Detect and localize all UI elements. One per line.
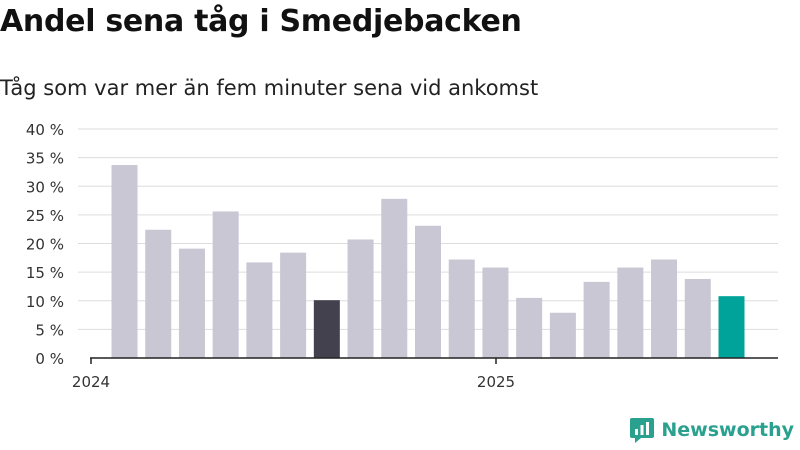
y-tick-label: 25 % bbox=[26, 207, 64, 225]
bar bbox=[212, 211, 239, 358]
bar bbox=[482, 267, 509, 358]
bar bbox=[651, 259, 678, 358]
bar bbox=[111, 165, 138, 358]
bar bbox=[415, 225, 441, 358]
x-tick-label: 2024 bbox=[72, 373, 110, 390]
chart-subtitle: Tåg som var mer än fem minuter sena vid … bbox=[0, 76, 539, 100]
bar bbox=[145, 229, 172, 358]
bar bbox=[178, 248, 205, 358]
bar bbox=[448, 259, 475, 358]
bar bbox=[684, 278, 711, 358]
bar bbox=[347, 239, 374, 358]
y-tick-label: 40 % bbox=[26, 121, 64, 139]
y-tick-label: 30 % bbox=[26, 178, 64, 196]
newsworthy-logo-icon bbox=[630, 418, 655, 443]
bar bbox=[313, 300, 340, 358]
bar bbox=[549, 312, 576, 358]
bar-chart: 0 % 5 % 10 % 15 % 20 % 25 % 30 % 35 % 40 % 2024 20… bbox=[26, 121, 778, 390]
chart-title: Andel sena tåg i Smedjebacken bbox=[0, 4, 522, 39]
y-tick-label: 15 % bbox=[26, 264, 64, 282]
brand-name: Newsworthy bbox=[661, 419, 794, 441]
newsworthy-logo: Newsworthy bbox=[629, 416, 794, 444]
y-tick-label: 5 % bbox=[35, 321, 64, 339]
y-tick-label: 10 % bbox=[26, 293, 64, 311]
x-tick-label: 2025 bbox=[477, 373, 515, 390]
bar bbox=[516, 297, 543, 358]
y-tick-label: 0 % bbox=[35, 350, 64, 368]
bar bbox=[617, 267, 644, 358]
y-tick-label: 35 % bbox=[26, 150, 64, 168]
bar bbox=[280, 252, 307, 358]
bar bbox=[583, 281, 610, 358]
bar bbox=[718, 296, 745, 358]
bar bbox=[246, 262, 273, 358]
y-tick-label: 20 % bbox=[26, 236, 64, 254]
bar bbox=[381, 198, 408, 358]
